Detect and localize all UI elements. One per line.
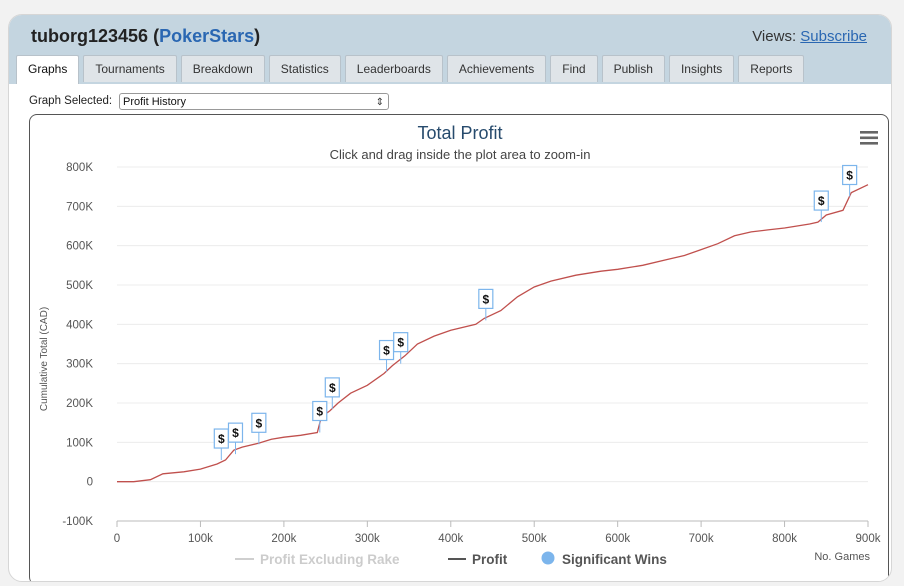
tab-leaderboards[interactable]: Leaderboards xyxy=(344,55,443,82)
significant-win-marker[interactable]: $ xyxy=(251,412,267,445)
x-tick-label: 600k xyxy=(605,533,630,545)
tab-achievements[interactable]: Achievements xyxy=(446,55,547,82)
win-flag-label: $ xyxy=(329,381,336,395)
significant-win-marker[interactable]: $ xyxy=(213,428,229,461)
win-flag-label: $ xyxy=(256,416,263,430)
tab-breakdown[interactable]: Breakdown xyxy=(180,55,265,82)
tab-reports[interactable]: Reports xyxy=(738,55,805,82)
x-axis-label: No. Games xyxy=(814,551,870,563)
x-tick-label: 300k xyxy=(355,533,380,545)
win-flag xyxy=(324,377,340,398)
y-tick-label: -100K xyxy=(62,516,93,528)
tab-tournaments[interactable]: Tournaments xyxy=(83,55,177,82)
legend-item-excl-rake[interactable]: Profit Excluding Rake xyxy=(235,552,400,567)
win-flag xyxy=(227,422,244,443)
legend-label-significant-wins: Significant Wins xyxy=(562,552,667,567)
win-flag-label: $ xyxy=(316,405,323,419)
y-tick-label: 600K xyxy=(66,241,93,253)
views-label: Views: xyxy=(752,28,797,45)
y-axis-ticks: -100K 0 100K 200K 300K 400K 500K 600K 700K 800K xyxy=(62,162,93,528)
chart-title: Total Profit xyxy=(417,123,502,143)
win-flag-label: $ xyxy=(818,194,825,208)
legend: Profit Excluding Rake Profit Significant… xyxy=(235,551,667,568)
hamburger-menu-icon[interactable] xyxy=(860,131,878,145)
x-axis-ticks: 0 100k 200k 300k 400k 500k 600k 700k 800k 900k xyxy=(114,520,881,545)
tab-find[interactable]: Find xyxy=(550,55,598,82)
significant-win-marker[interactable]: $ xyxy=(813,190,829,223)
chevron-updown-icon: ⇕ xyxy=(375,97,384,108)
x-tick-label: 200k xyxy=(271,533,296,545)
y-tick-label: 700K xyxy=(66,201,93,213)
subscribe-link[interactable]: Subscribe xyxy=(800,28,867,45)
significant-wins-group: $ $ $ $ $ $ $ $ $ $ xyxy=(213,164,858,461)
graph-select-value: Profit History xyxy=(123,96,186,108)
y-tick-label: 200K xyxy=(66,398,93,410)
profit-chart[interactable]: Total Profit Click and drag inside the p… xyxy=(30,115,888,582)
win-flag xyxy=(842,164,858,186)
site-name-wrapper: (PokerStars) xyxy=(153,26,261,46)
x-tick-label: 700k xyxy=(689,533,714,545)
y-tick-label: 800K xyxy=(66,162,93,174)
x-tick-label: 500k xyxy=(522,533,547,545)
x-tick-label: 800k xyxy=(772,533,797,545)
legend-label-excl-rake: Profit Excluding Rake xyxy=(260,552,400,567)
x-tick-label: 0 xyxy=(114,533,120,545)
win-flag-label: $ xyxy=(482,292,489,306)
significant-win-marker[interactable]: $ xyxy=(324,377,340,409)
legend-marker-significant-wins xyxy=(541,551,555,565)
views-area: Views: Subscribe xyxy=(752,28,867,45)
win-flag-label: $ xyxy=(383,344,390,358)
tab-insights[interactable]: Insights xyxy=(668,55,735,82)
win-flag-label: $ xyxy=(218,432,225,446)
legend-label-profit: Profit xyxy=(472,552,508,567)
graph-select[interactable]: Profit History ⇕ xyxy=(119,93,389,110)
legend-item-significant-wins[interactable]: Significant Wins xyxy=(541,551,667,568)
chart-container[interactable]: Total Profit Click and drag inside the p… xyxy=(29,114,889,582)
win-flag xyxy=(813,190,829,211)
tab-statistics[interactable]: Statistics xyxy=(268,55,341,82)
significant-win-marker[interactable]: $ xyxy=(227,422,244,455)
legend-item-profit[interactable]: Profit xyxy=(448,552,508,567)
y-tick-label: 300K xyxy=(66,359,93,371)
y-axis-label: Cumulative Total (CAD) xyxy=(39,307,50,411)
graph-selector-label: Graph Selected: xyxy=(29,95,113,107)
x-tick-label: 400k xyxy=(438,533,463,545)
y-tick-label: 100K xyxy=(66,437,93,449)
significant-win-marker[interactable]: $ xyxy=(393,332,409,364)
tab-publish[interactable]: Publish xyxy=(601,55,665,82)
significant-win-marker[interactable]: $ xyxy=(312,400,328,433)
y-tick-label: 0 xyxy=(87,477,93,489)
win-flag xyxy=(393,332,409,353)
x-tick-label: 100k xyxy=(188,533,213,545)
win-flag-label: $ xyxy=(232,426,239,440)
win-flag xyxy=(478,288,494,309)
win-flag xyxy=(251,412,267,433)
significant-win-marker[interactable]: $ xyxy=(842,164,858,197)
grid xyxy=(117,166,868,522)
page-header: tuborg123456 (PokerStars) Views: Subscri… xyxy=(9,15,891,84)
win-flag-label: $ xyxy=(397,336,404,350)
tab-bar: Graphs Tournaments Breakdown Statistics Lead… xyxy=(16,55,808,84)
win-flag xyxy=(312,400,328,422)
player-name: tuborg123456 xyxy=(31,26,149,46)
chart-subtitle: Click and drag inside the plot area to z… xyxy=(330,147,591,162)
page-title: tuborg123456 (PokerStars) xyxy=(31,26,260,47)
significant-win-marker[interactable]: $ xyxy=(478,288,494,321)
y-tick-label: 500K xyxy=(66,280,93,292)
y-tick-label: 400K xyxy=(66,319,93,331)
tab-graphs[interactable]: Graphs xyxy=(16,55,80,84)
win-flag-label: $ xyxy=(846,169,853,183)
page-frame: tuborg123456 (PokerStars) Views: Subscri… xyxy=(8,14,892,582)
site-name[interactable]: PokerStars xyxy=(159,26,255,46)
x-tick-label: 900k xyxy=(856,533,881,545)
